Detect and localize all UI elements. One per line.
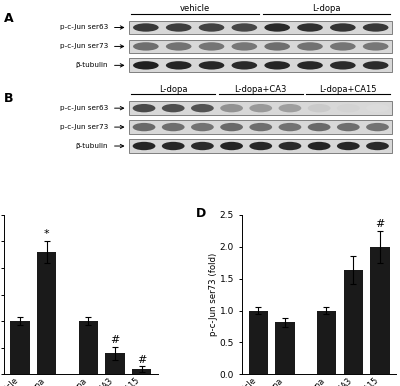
- Text: A: A: [4, 12, 14, 25]
- Ellipse shape: [191, 142, 214, 150]
- Bar: [249, 310, 268, 374]
- Ellipse shape: [278, 104, 301, 112]
- Ellipse shape: [249, 123, 272, 131]
- Text: p-c-Jun ser73: p-c-Jun ser73: [60, 124, 108, 130]
- Ellipse shape: [297, 42, 323, 51]
- Ellipse shape: [297, 61, 323, 69]
- Ellipse shape: [220, 123, 243, 131]
- Bar: [78, 321, 98, 374]
- Ellipse shape: [220, 104, 243, 112]
- Text: p-c-Jun ser73: p-c-Jun ser73: [60, 44, 108, 49]
- Bar: [105, 353, 124, 374]
- Text: L-dopa: L-dopa: [159, 85, 188, 93]
- Bar: [317, 310, 336, 374]
- Bar: [130, 20, 392, 34]
- Bar: [37, 252, 56, 374]
- Ellipse shape: [133, 42, 159, 51]
- Ellipse shape: [232, 42, 257, 51]
- Bar: [276, 322, 295, 374]
- Ellipse shape: [264, 42, 290, 51]
- Ellipse shape: [330, 23, 356, 32]
- Text: D: D: [196, 207, 206, 220]
- Ellipse shape: [337, 123, 360, 131]
- Ellipse shape: [166, 61, 192, 69]
- Ellipse shape: [133, 104, 156, 112]
- Text: L-dopa+CA15: L-dopa+CA15: [320, 85, 377, 93]
- Ellipse shape: [366, 123, 389, 131]
- Ellipse shape: [249, 142, 272, 150]
- Bar: [10, 321, 30, 374]
- Ellipse shape: [249, 104, 272, 112]
- Ellipse shape: [133, 123, 156, 131]
- Ellipse shape: [330, 61, 356, 69]
- Ellipse shape: [337, 104, 360, 112]
- Ellipse shape: [363, 23, 388, 32]
- Ellipse shape: [199, 42, 224, 51]
- Text: vehicle: vehicle: [180, 4, 210, 13]
- Ellipse shape: [264, 23, 290, 32]
- Ellipse shape: [232, 61, 257, 69]
- Ellipse shape: [337, 142, 360, 150]
- Ellipse shape: [366, 104, 389, 112]
- Text: β-tubulin: β-tubulin: [75, 143, 108, 149]
- Ellipse shape: [199, 23, 224, 32]
- Text: L-dopa: L-dopa: [312, 4, 341, 13]
- Ellipse shape: [308, 123, 330, 131]
- Ellipse shape: [162, 142, 184, 150]
- Text: β-tubulin: β-tubulin: [75, 63, 108, 68]
- Y-axis label: p-c-Jun ser73 (fold): p-c-Jun ser73 (fold): [209, 253, 218, 336]
- Ellipse shape: [166, 42, 192, 51]
- Ellipse shape: [133, 23, 159, 32]
- Bar: [130, 58, 392, 72]
- Text: #: #: [375, 219, 385, 229]
- Ellipse shape: [133, 61, 159, 69]
- Bar: [130, 120, 392, 134]
- Ellipse shape: [363, 61, 388, 69]
- Bar: [130, 139, 392, 153]
- Bar: [130, 39, 392, 53]
- Ellipse shape: [191, 104, 214, 112]
- Text: #: #: [110, 335, 120, 345]
- Ellipse shape: [199, 61, 224, 69]
- Ellipse shape: [297, 23, 323, 32]
- Ellipse shape: [366, 142, 389, 150]
- Ellipse shape: [363, 42, 388, 51]
- Ellipse shape: [166, 23, 192, 32]
- Ellipse shape: [278, 142, 301, 150]
- Ellipse shape: [162, 123, 184, 131]
- Ellipse shape: [330, 42, 356, 51]
- Bar: [132, 369, 151, 374]
- Ellipse shape: [278, 123, 301, 131]
- Ellipse shape: [133, 142, 156, 150]
- Text: p-c-Jun ser63: p-c-Jun ser63: [60, 105, 108, 111]
- Text: B: B: [4, 92, 14, 105]
- Text: L-dopa+CA3: L-dopa+CA3: [234, 85, 287, 93]
- Ellipse shape: [162, 104, 184, 112]
- Bar: [130, 101, 392, 115]
- Bar: [370, 247, 390, 374]
- Ellipse shape: [232, 23, 257, 32]
- Ellipse shape: [220, 142, 243, 150]
- Text: #: #: [137, 355, 146, 365]
- Ellipse shape: [191, 123, 214, 131]
- Ellipse shape: [308, 142, 330, 150]
- Ellipse shape: [308, 104, 330, 112]
- Ellipse shape: [264, 61, 290, 69]
- Text: p-c-Jun ser63: p-c-Jun ser63: [60, 24, 108, 30]
- Bar: [344, 270, 363, 374]
- Text: *: *: [44, 229, 50, 239]
